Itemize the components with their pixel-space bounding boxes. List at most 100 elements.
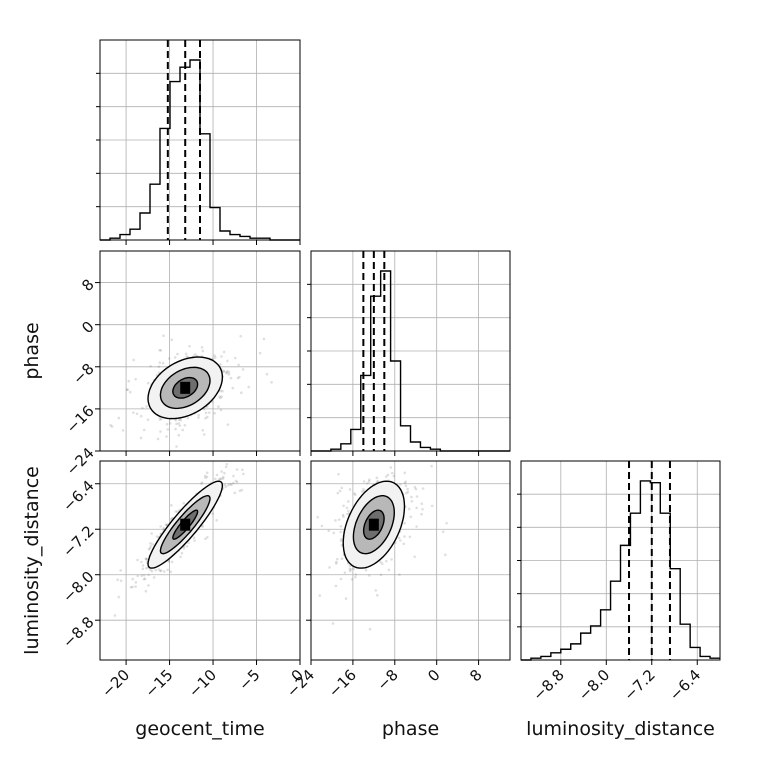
scatter-point <box>379 560 382 564</box>
scatter-point <box>174 427 177 431</box>
panel-frame <box>99 460 301 661</box>
scatter-point <box>346 512 349 516</box>
scatter-point <box>170 560 174 564</box>
x-tick-label: −20 <box>98 666 133 701</box>
scatter-point <box>128 390 132 394</box>
scatter-point <box>142 574 146 577</box>
scatter-point <box>380 436 383 439</box>
scatter-point <box>139 436 143 440</box>
scatter-point <box>204 411 208 415</box>
scatter-point <box>217 478 221 481</box>
scatter-point <box>166 568 169 572</box>
scatter-point <box>206 535 209 539</box>
scatter-point <box>204 416 207 420</box>
scatter-point <box>349 568 353 571</box>
scatter-point <box>144 557 148 560</box>
scatter-point <box>155 535 159 538</box>
scatter-point <box>238 375 241 379</box>
scatter-point <box>150 569 154 573</box>
scatter-point <box>327 529 331 533</box>
scatter-point <box>192 536 196 539</box>
scatter-point <box>387 568 391 572</box>
scatter-point <box>389 466 393 469</box>
scatter-point <box>197 416 200 419</box>
scatter-point <box>320 524 324 528</box>
scatter-point <box>410 495 413 499</box>
scatter-point <box>226 359 229 363</box>
scatter-point <box>144 567 148 570</box>
scatter-point <box>200 346 204 349</box>
scatter-point <box>399 539 402 542</box>
scatter-point <box>354 573 358 576</box>
scatter-point <box>201 349 205 353</box>
scatter-point <box>169 570 173 574</box>
scatter-point <box>231 386 235 390</box>
scatter-point <box>136 558 139 562</box>
scatter-point <box>235 468 239 471</box>
scatter-point <box>219 389 222 393</box>
scatter-point <box>445 521 448 525</box>
scatter-point <box>403 521 406 525</box>
scatter-point <box>203 474 207 478</box>
scatter-point <box>177 418 181 421</box>
y-tick-label: −8.0 <box>59 568 97 606</box>
scatter-point <box>207 411 211 414</box>
scatter-point <box>224 465 228 469</box>
x-tick-label: −8.0 <box>575 666 613 704</box>
scatter-point <box>367 574 371 577</box>
x-tick-label: −10 <box>185 666 220 701</box>
scatter-point <box>156 437 160 441</box>
scatter-point <box>229 376 233 380</box>
scatter-point <box>390 558 393 561</box>
scatter-point <box>368 627 372 631</box>
scatter-point <box>125 388 129 392</box>
scatter-point <box>181 428 184 432</box>
scatter-point <box>415 506 418 510</box>
y-tick-label: −7.2 <box>59 522 97 560</box>
scatter-point <box>334 584 338 588</box>
scatter-point <box>220 477 223 481</box>
scatter-point <box>339 530 342 534</box>
scatter-point <box>238 454 241 457</box>
scatter-point <box>220 395 223 398</box>
scatter-point <box>403 535 406 538</box>
scatter-point <box>398 573 401 576</box>
y-tick-label: 8 <box>78 276 97 295</box>
scatter-point <box>161 361 165 365</box>
scatter-point <box>151 543 154 546</box>
scatter-point <box>116 578 119 582</box>
scatter-point <box>338 489 342 493</box>
scatter-point <box>343 571 347 575</box>
scatter-point <box>200 481 204 484</box>
scatter-point <box>202 433 206 436</box>
scatter-point <box>430 464 433 468</box>
scatter-point <box>167 357 171 360</box>
scatter-point <box>223 471 226 475</box>
scatter-point <box>379 573 383 577</box>
scatter-point <box>238 489 242 493</box>
scatter-point <box>406 490 410 494</box>
scatter-point <box>227 483 230 487</box>
scatter-point <box>225 462 229 466</box>
scatter-point <box>186 416 190 420</box>
scatter-point <box>91 361 94 364</box>
scatter-point <box>362 487 365 491</box>
scatter-point <box>242 472 245 476</box>
scatter-point <box>384 475 388 478</box>
scatter-point <box>415 495 419 498</box>
scatter-point <box>367 480 371 483</box>
scatter-point <box>353 492 356 495</box>
scatter-point <box>158 418 162 421</box>
scatter-point <box>170 338 174 342</box>
scatter-point <box>444 553 447 557</box>
scatter-point <box>258 351 262 355</box>
histogram-geocent_time <box>100 59 300 241</box>
scatter-point <box>132 411 135 414</box>
scatter-point <box>80 391 83 394</box>
scatter-point <box>341 513 345 517</box>
scatter-point <box>223 483 226 487</box>
scatter-point <box>241 368 245 371</box>
scatter-point <box>368 478 371 482</box>
scatter-point <box>247 385 251 389</box>
scatter-point <box>242 433 245 436</box>
